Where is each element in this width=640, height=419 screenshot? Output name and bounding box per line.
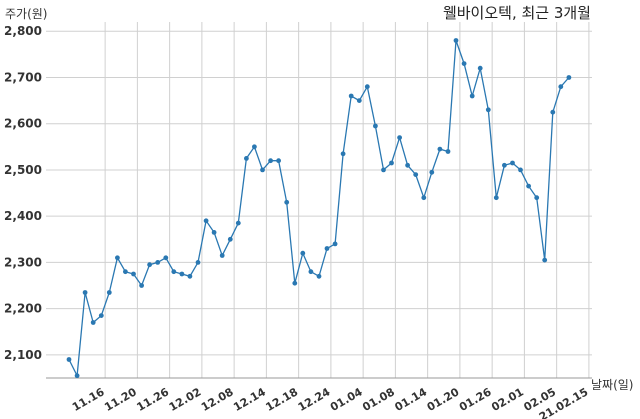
data-point (163, 255, 169, 261)
data-point (316, 273, 322, 279)
y-tick-label: 2,600 (4, 117, 42, 131)
data-point (373, 123, 378, 129)
data-point (284, 199, 290, 205)
y-axis-label: 주가(원) (5, 7, 47, 21)
data-point (292, 280, 298, 286)
data-point (332, 241, 338, 247)
data-point (518, 167, 523, 173)
data-point (453, 38, 459, 43)
x-tick-label: 01.04 (328, 385, 365, 414)
data-point (300, 250, 306, 256)
data-point (98, 313, 104, 318)
y-tick-label: 2,700 (4, 70, 42, 84)
data-point (106, 290, 112, 295)
data-point (260, 167, 265, 173)
data-point (566, 75, 572, 80)
data-point (219, 253, 225, 258)
data-point (526, 183, 531, 189)
data-point (211, 230, 217, 235)
data-point (429, 169, 435, 175)
data-point (203, 218, 209, 224)
y-tick-label: 2,500 (4, 163, 42, 177)
data-point (90, 320, 96, 325)
data-point (397, 135, 402, 141)
data-point (66, 357, 72, 362)
x-tick-label: 11.26 (134, 385, 171, 414)
data-point (308, 269, 314, 275)
data-point (139, 283, 145, 288)
data-point (187, 273, 193, 279)
x-tick-label: 12.18 (264, 385, 301, 414)
x-tick-labels: 11.1611.2011.2612.0212.0812.1412.1812.24… (70, 385, 590, 419)
x-tick-label: 12.08 (199, 385, 236, 414)
y-tick-label: 2,200 (4, 302, 42, 316)
data-point (115, 255, 120, 261)
data-point (123, 269, 128, 275)
x-tick-label: 01.14 (393, 385, 430, 414)
data-point (485, 107, 491, 113)
x-tick-label: 12.14 (231, 385, 268, 414)
data-point (276, 158, 281, 164)
data-point (147, 262, 153, 268)
chart-title: 웰바이오텍, 최근 3개월 (443, 4, 591, 22)
data-point (235, 220, 241, 226)
data-point (477, 65, 483, 71)
x-tick-label: 01.20 (425, 385, 462, 414)
data-point (534, 195, 540, 201)
grid-lines (46, 22, 592, 378)
data-point (542, 257, 548, 263)
data-point (268, 158, 273, 164)
data-point (502, 162, 507, 168)
data-point (405, 162, 410, 168)
data-point (244, 156, 249, 161)
x-tick-label: 12.24 (296, 385, 333, 414)
data-point (74, 373, 80, 379)
data-point (389, 160, 394, 166)
x-tick-label: 11.16 (70, 385, 107, 414)
data-point (252, 144, 257, 150)
data-point (324, 246, 330, 251)
data-point (227, 236, 233, 242)
y-tick-labels: 2,100 2,200 2,300 2,400 2,500 2,600 2,700 2,800 (4, 24, 42, 362)
data-point (155, 260, 161, 265)
data-point (469, 93, 475, 99)
x-tick-label: 11.20 (102, 385, 139, 414)
data-point (195, 260, 201, 265)
data-point (82, 290, 88, 295)
data-point (356, 98, 362, 103)
data-point (171, 269, 177, 275)
y-tick-label: 2,800 (4, 24, 42, 38)
data-point (348, 93, 354, 99)
data-point (510, 160, 515, 166)
y-tick-label: 2,100 (4, 348, 42, 362)
data-point (131, 271, 136, 277)
data-point (493, 195, 499, 201)
x-tick-label: 02.01 (489, 385, 526, 414)
y-tick-label: 2,400 (4, 209, 42, 223)
series-line (68, 40, 570, 379)
x-axis-label: 날짜(일) (591, 378, 633, 392)
series-group (66, 38, 572, 379)
y-tick-label: 2,300 (4, 255, 42, 269)
data-point (413, 172, 419, 178)
data-point (437, 146, 443, 152)
x-tick-label: 01.08 (360, 385, 397, 414)
data-point (421, 195, 427, 201)
x-tick-label: 12.02 (167, 385, 204, 414)
data-point (340, 151, 346, 157)
data-point (179, 271, 185, 277)
data-point (364, 84, 370, 90)
x-tick-label: 01.26 (457, 385, 494, 414)
data-point (381, 167, 386, 173)
data-point (550, 109, 556, 115)
data-point (461, 61, 467, 66)
data-point (445, 149, 451, 154)
data-point (558, 84, 564, 90)
